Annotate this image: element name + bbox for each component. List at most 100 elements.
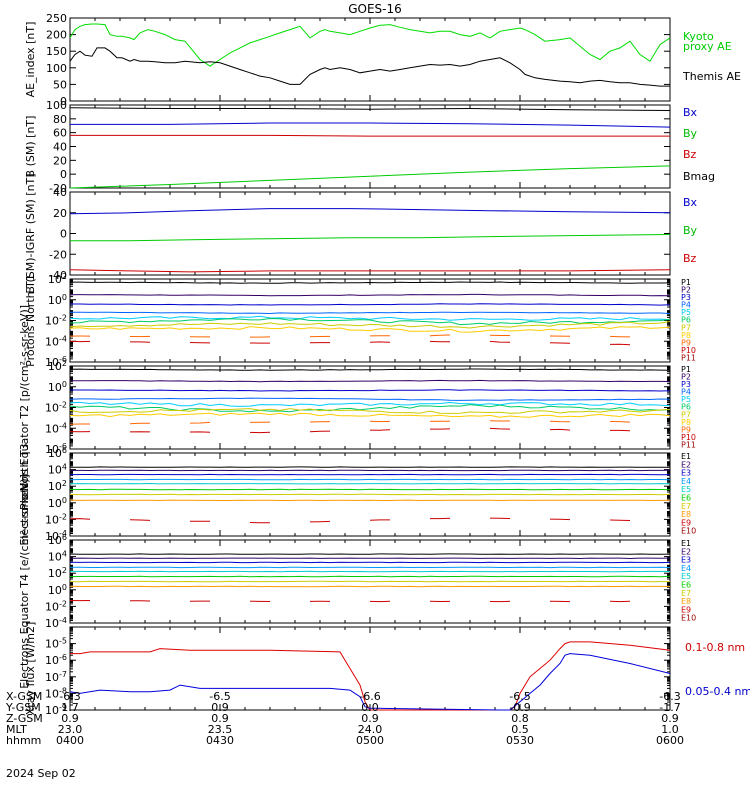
series-p10-segment xyxy=(489,427,511,430)
footer-value: -6.5 xyxy=(509,690,531,703)
legend-entry: E7 xyxy=(681,589,691,598)
series-p6-line xyxy=(69,404,671,413)
legend-entry: E6 xyxy=(681,581,691,590)
y-tick-label: 100 xyxy=(48,496,67,510)
y-tick-label: 10-6 xyxy=(45,355,67,369)
series-themis-ae-line xyxy=(69,47,670,87)
y-axis-label: AE_index [nT] xyxy=(24,22,37,98)
series-bz-line xyxy=(70,134,670,137)
legend-entry: P5 xyxy=(681,395,691,404)
footer-value: 0430 xyxy=(206,734,234,747)
y-tick-label: 106 xyxy=(48,446,67,460)
legend-entry: P1 xyxy=(681,278,691,287)
panel-ee: 106 104 102 100 10-2 10-4 Electrons Equator T4… xyxy=(18,474,696,689)
series-p6-line xyxy=(69,317,671,326)
legend-entry: P6 xyxy=(681,403,691,412)
footer-value: 0600 xyxy=(656,734,684,747)
series-p10-segment xyxy=(549,428,571,431)
legend-entry: P8 xyxy=(681,418,691,427)
series-p5-line xyxy=(69,401,671,407)
legend-entry: Bmag xyxy=(683,170,715,183)
y-tick-label: 0 xyxy=(60,228,67,241)
y-tick-label: 10-4 xyxy=(45,616,67,630)
footer-value: -6.3 xyxy=(659,690,681,703)
legend-entry: E3 xyxy=(681,556,691,565)
series-e9-segment xyxy=(129,519,151,521)
footer-value: 0.9 xyxy=(61,712,79,725)
footer-value: -6.5 xyxy=(209,690,231,703)
series-p7-line xyxy=(69,408,671,414)
y-tick-label: 10-4 xyxy=(45,334,67,348)
y-tick-label: 102 xyxy=(48,272,67,286)
y-axis-label: Protons Equator T2 [p/(cm²-s-sr-keV)] xyxy=(18,305,31,510)
y-tick-label: -20 xyxy=(49,248,67,261)
series-p4-line xyxy=(69,397,671,401)
series-e9-segment xyxy=(609,519,631,521)
series-p7-line xyxy=(69,321,671,329)
legend-entry: P6 xyxy=(681,316,691,325)
legend-entry: E2 xyxy=(681,460,691,469)
footer-value: 0400 xyxy=(56,734,84,747)
legend-entry: Bz xyxy=(683,148,697,161)
y-axis-label: Electrons North T3 xyxy=(18,443,31,545)
legend-entry: P9 xyxy=(681,425,691,434)
legend-entry: Themis AE xyxy=(682,70,741,83)
legend-entry: P5 xyxy=(681,308,691,317)
panel-frame xyxy=(69,104,671,189)
panel-frame xyxy=(69,191,671,276)
series-p3-line xyxy=(70,303,671,306)
y-tick-label: 200 xyxy=(46,29,67,42)
legend-entry: P2 xyxy=(681,373,691,382)
footer-value: -1.7 xyxy=(659,701,681,714)
footer-row-label: Z-GSM xyxy=(6,712,43,725)
legend-entry: P11 xyxy=(681,440,696,449)
y-tick-label: 102 xyxy=(48,359,67,373)
y-tick-label: 150 xyxy=(46,45,67,58)
footer-value: 0.9 xyxy=(361,712,379,725)
y-tick-label: 106 xyxy=(48,533,67,547)
footer-value: 0.9 xyxy=(661,712,679,725)
legend-entry: Bx xyxy=(683,106,698,119)
series-p1-line xyxy=(69,368,671,371)
series-p10-segment xyxy=(609,343,631,346)
legend-entry: P10 xyxy=(681,433,696,442)
series-p9-segment xyxy=(129,422,151,425)
y-tick-label: 100 xyxy=(48,293,67,307)
legend-entry: E4 xyxy=(681,477,691,486)
y-tick-label: 20 xyxy=(53,154,67,167)
legend-entry: E8 xyxy=(681,510,691,519)
y-tick-label: 40 xyxy=(53,141,67,154)
y-tick-label: 104 xyxy=(48,463,67,477)
y-tick-label: 10-4 xyxy=(45,421,67,435)
y-tick-label: 10-8 xyxy=(45,686,67,700)
legend-entry: E7 xyxy=(681,502,691,511)
legend-entry: E1 xyxy=(681,539,691,548)
y-tick-label: -40 xyxy=(49,269,67,282)
y-tick-label: 10-2 xyxy=(45,314,67,328)
footer-value: -6.3 xyxy=(59,690,81,703)
y-tick-label: 10-9 xyxy=(45,703,67,717)
legend-entry: E1 xyxy=(681,452,691,461)
legend-entry: P4 xyxy=(681,388,691,397)
series-p9-segment xyxy=(549,420,571,423)
legend-entry: E9 xyxy=(681,605,691,614)
y-axis-label: B (SM) [nT] xyxy=(24,116,37,178)
legend-entry: E9 xyxy=(681,518,691,527)
series-p9-segment xyxy=(189,421,211,424)
y-tick-label: 60 xyxy=(53,127,67,140)
panel-pe: 102 100 10-2 10-4 10-6 Protons Equator T2 [p/… xyxy=(18,305,696,510)
legend-entry: E10 xyxy=(681,527,696,536)
footer-value: 0530 xyxy=(506,734,534,747)
series-p2-line xyxy=(69,293,671,297)
series-p4-line xyxy=(70,311,671,315)
series-e9-segment xyxy=(549,518,571,521)
legend-entry: P8 xyxy=(681,331,691,340)
panel-frame xyxy=(69,17,671,102)
legend-entry: P7 xyxy=(681,323,691,332)
series-p8-line xyxy=(69,412,671,418)
series-p9-segment xyxy=(429,334,451,337)
y-tick-label: 102 xyxy=(48,566,67,580)
footer-value: 23.5 xyxy=(207,723,233,736)
y-tick-label: 10-4 xyxy=(45,529,67,543)
footer-row-label: Y-GSM xyxy=(6,701,41,714)
